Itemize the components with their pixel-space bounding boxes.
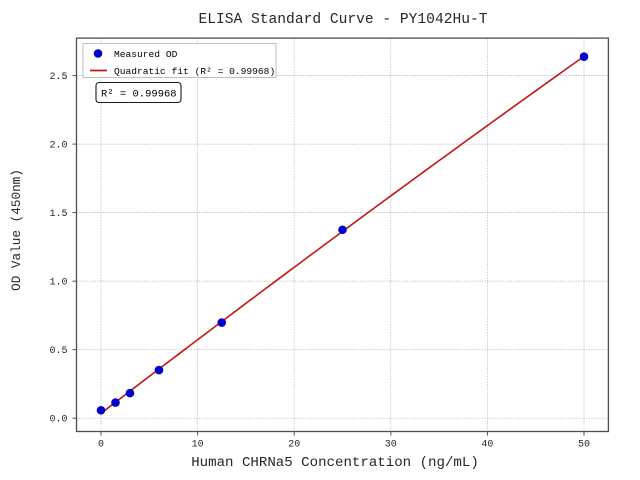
svg-text:0.5: 0.5 — [49, 346, 67, 357]
svg-text:ELISA Standard Curve - PY1042H: ELISA Standard Curve - PY1042Hu-T — [198, 12, 487, 28]
svg-text:0.0: 0.0 — [49, 415, 67, 426]
svg-text:20: 20 — [288, 440, 300, 451]
svg-text:10: 10 — [192, 440, 204, 451]
svg-text:Quadratic fit (R² = 0.99968): Quadratic fit (R² = 0.99968) — [114, 66, 275, 77]
svg-text:30: 30 — [385, 440, 397, 451]
svg-text:OD Value (450nm): OD Value (450nm) — [9, 169, 24, 291]
svg-text:1.0: 1.0 — [49, 278, 67, 289]
svg-text:2.5: 2.5 — [49, 72, 67, 83]
svg-text:50: 50 — [578, 440, 590, 451]
svg-text:Measured OD: Measured OD — [114, 49, 178, 60]
svg-text:40: 40 — [481, 440, 493, 451]
svg-text:2.0: 2.0 — [49, 141, 67, 152]
svg-text:R² = 0.99968: R² = 0.99968 — [101, 89, 177, 101]
svg-text:1.5: 1.5 — [49, 209, 67, 220]
svg-text:Human CHRNa5 Concentration (ng: Human CHRNa5 Concentration (ng/mL) — [191, 455, 479, 471]
svg-text:0: 0 — [98, 440, 104, 451]
